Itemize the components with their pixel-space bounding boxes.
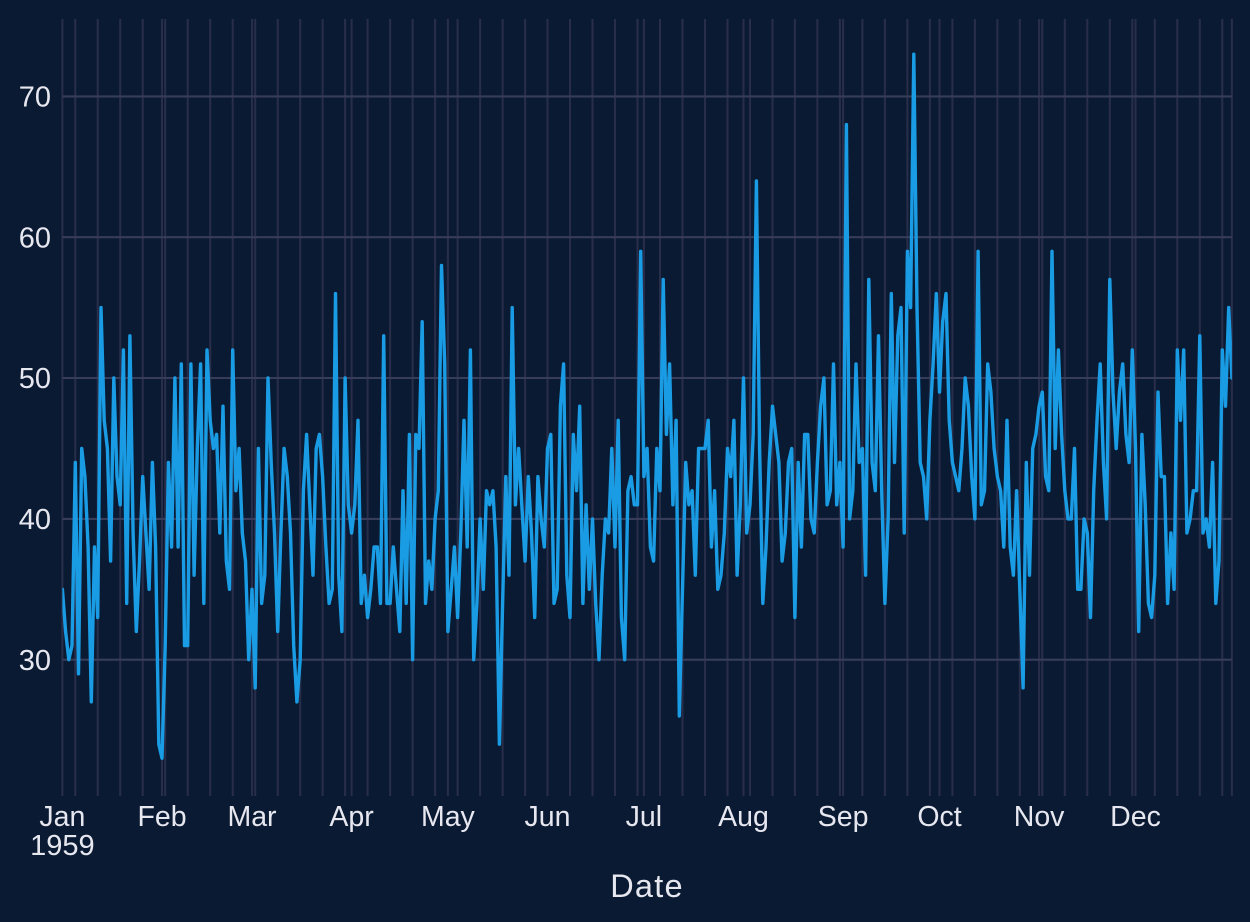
svg-text:Dec: Dec: [1110, 801, 1161, 833]
svg-text:Apr: Apr: [329, 801, 374, 833]
svg-text:May: May: [421, 801, 476, 833]
svg-text:Mar: Mar: [227, 801, 277, 833]
svg-text:Aug: Aug: [718, 801, 769, 833]
svg-text:Sep: Sep: [818, 801, 869, 833]
svg-text:Jan: Jan: [39, 801, 85, 833]
svg-text:Feb: Feb: [137, 801, 186, 833]
svg-text:Oct: Oct: [917, 801, 961, 833]
svg-text:50: 50: [19, 363, 51, 395]
svg-text:70: 70: [19, 82, 51, 114]
svg-text:Nov: Nov: [1014, 801, 1065, 833]
svg-text:Date: Date: [610, 868, 683, 904]
svg-text:1959: 1959: [30, 830, 95, 862]
svg-text:Jul: Jul: [626, 801, 662, 833]
svg-text:30: 30: [19, 645, 51, 677]
svg-text:Jun: Jun: [525, 801, 571, 833]
svg-text:40: 40: [19, 504, 51, 536]
svg-text:60: 60: [19, 222, 51, 254]
